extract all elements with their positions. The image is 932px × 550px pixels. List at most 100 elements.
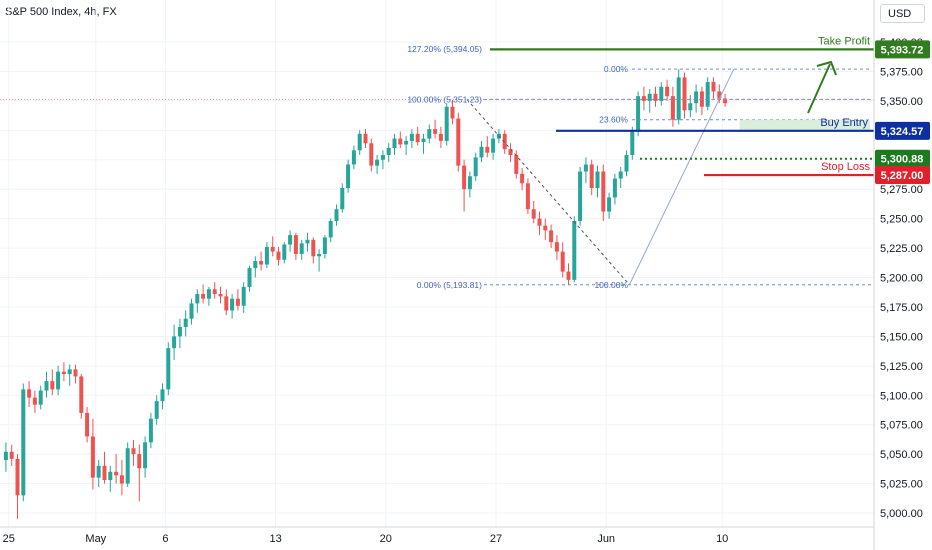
time-tick-label: 25 (3, 533, 15, 545)
candle-body (415, 133, 420, 143)
candle-body (572, 220, 577, 280)
candle-body (520, 173, 525, 184)
candle-body (607, 197, 612, 212)
candle-body (421, 138, 426, 143)
candle-body (305, 239, 310, 244)
candle-body (253, 261, 258, 269)
candle-body (351, 150, 356, 165)
price-tick-label: 5,200.00 (880, 273, 923, 285)
candle-body (247, 268, 252, 287)
candle-body (670, 96, 675, 120)
time-tick-label: 27 (490, 533, 502, 545)
candle-body (230, 298, 235, 311)
take-profit-tag (875, 40, 930, 59)
candle-body (241, 286, 246, 306)
price-tick-label: 5,375.00 (880, 66, 923, 78)
candle-body (641, 96, 646, 101)
price-tick-label: 5,350.00 (880, 96, 923, 108)
candle-body (90, 436, 95, 478)
fib-ext-label: 127.20% (5,394.05) (407, 44, 482, 54)
candle-body (131, 448, 136, 455)
candle-body (328, 220, 333, 238)
candle-body (3, 451, 8, 461)
arrow-head (816, 60, 837, 76)
candle-body (148, 418, 153, 443)
candle-body (340, 188, 345, 210)
candle-body (15, 458, 20, 496)
chart-title: S&P 500 Index, 4h, FX (5, 6, 117, 18)
candle-body (218, 293, 223, 297)
candle-body (125, 448, 130, 484)
candle-body (694, 91, 699, 104)
time-tick-label: 13 (269, 533, 281, 545)
candle-body (612, 178, 617, 198)
candle-body (235, 298, 240, 306)
candle-body (647, 93, 652, 101)
time-tick-label: Jun (597, 533, 615, 545)
support-tag (875, 149, 930, 168)
candle-body (334, 209, 339, 221)
candle-body (375, 159, 380, 166)
candle-body (723, 98, 728, 104)
buy-entry-tag (875, 121, 930, 140)
candle-body (618, 171, 623, 179)
candle-body (201, 293, 206, 299)
time-tick-label: 6 (162, 533, 168, 545)
candle-body (711, 82, 716, 92)
candle-body (38, 390, 43, 405)
candle-body (73, 369, 78, 377)
price-tick-label: 5,050.00 (880, 449, 923, 461)
candle-body (543, 225, 548, 231)
candle-body (119, 475, 124, 484)
currency-button[interactable]: USD (880, 4, 925, 23)
candle-body (299, 243, 304, 254)
overlays: 100.00% (5,351.23) 0.00% (5,193.81) 0.00% 2… (0, 35, 874, 290)
candle-body (154, 401, 159, 419)
candle-body (212, 289, 217, 294)
price-tick-label: 5,150.00 (880, 331, 923, 343)
candle-body (206, 289, 211, 299)
candle-body (137, 454, 142, 469)
time-axis: 25 May 6 13 20 27 Jun 10 (0, 526, 874, 545)
candle-body (270, 246, 275, 252)
candle-body (682, 77, 687, 111)
candle-body (549, 230, 554, 243)
candle-body (491, 138, 496, 153)
candle-body (9, 451, 14, 459)
candle-body (659, 86, 664, 101)
candle-body (357, 133, 362, 151)
candle-body (653, 93, 658, 101)
stop-loss-tag (875, 166, 930, 185)
take-profit-tag-label: 5,393.72 (881, 44, 924, 56)
candle-body (404, 140, 409, 145)
candle-body (560, 251, 565, 272)
candle-body (392, 138, 397, 148)
price-tick-label: 5,025.00 (880, 479, 923, 491)
price-tick-label: 5,250.00 (880, 214, 923, 226)
candle-body (282, 244, 287, 260)
candle-body (224, 296, 229, 311)
candle-body (479, 146, 484, 158)
candle-body (525, 183, 530, 210)
support-tag-label: 5,300.88 (881, 154, 924, 166)
candle-body (595, 171, 600, 189)
candle-body (288, 235, 293, 245)
candle-body (508, 149, 513, 156)
candle-body (369, 143, 374, 166)
candle-body (177, 326, 182, 337)
candle-body (688, 103, 693, 111)
candle-body (601, 171, 606, 212)
candle-body (102, 465, 107, 481)
candle-body (27, 389, 32, 398)
candle-body (311, 239, 316, 257)
candle-body (317, 253, 322, 257)
price-tick-label: 5,075.00 (880, 420, 923, 432)
candle-body (386, 147, 391, 156)
candle-body (473, 157, 478, 177)
fib-retr-100-label: 100.00% (594, 280, 628, 290)
candle-body (450, 106, 455, 119)
candle-body (717, 91, 722, 99)
candle-body (554, 242, 559, 252)
fib-trend-line-2 (628, 68, 735, 286)
